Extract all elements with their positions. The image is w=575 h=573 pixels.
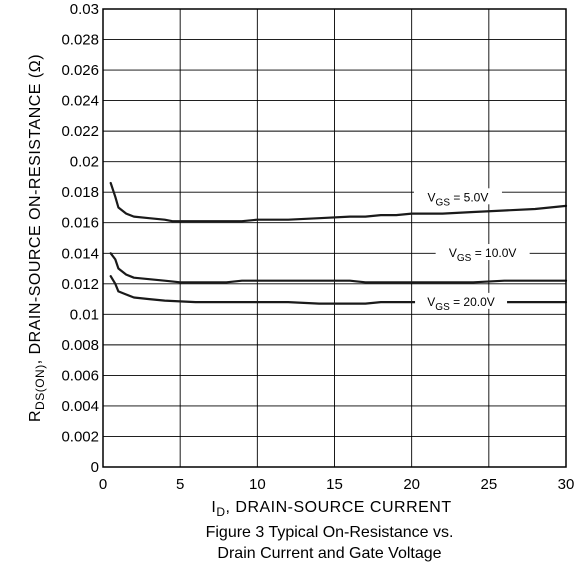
series-label-2: VGS = 10.0V xyxy=(449,246,517,264)
x-tick-label: 0 xyxy=(99,476,107,493)
y-tick-label: 0.008 xyxy=(61,337,99,354)
series-label-3: VGS = 20.0V xyxy=(427,295,495,313)
figure-caption-line-1: Figure 3 Typical On-Resistance vs. xyxy=(206,524,454,541)
y-tick-label: 0.012 xyxy=(61,276,99,293)
series-labels: VGS = 5.0V VGS = 10.0V VGS = 20.0V xyxy=(413,188,530,313)
x-tick-label: 20 xyxy=(403,476,420,493)
series-line-1 xyxy=(109,181,568,223)
y-axis-label: RDS(ON), DRAIN-SOURCE ON-RESISTANCE (Ω) xyxy=(27,54,47,422)
x-axis-label-main: I xyxy=(211,499,216,516)
y-tick-label: 0.026 xyxy=(61,62,99,79)
y-tick-label: 0.024 xyxy=(61,93,99,110)
series-line-2 xyxy=(109,252,568,284)
series-lines xyxy=(109,181,568,305)
y-tick-label: 0.022 xyxy=(61,123,99,140)
figure-caption-line-2: Drain Current and Gate Voltage xyxy=(217,545,441,562)
grid xyxy=(103,9,566,467)
series-label-1: VGS = 5.0V xyxy=(428,190,489,208)
y-tick-label: 0.002 xyxy=(61,428,99,445)
series-label-background xyxy=(435,244,530,261)
x-axis-label-sub: D xyxy=(216,505,225,519)
y-tick-label: 0 xyxy=(91,459,99,476)
x-tick-label: 30 xyxy=(558,476,575,493)
y-axis-label-main: R xyxy=(27,410,44,422)
y-tick-label: 0.004 xyxy=(61,398,99,415)
y-tick-label: 0.014 xyxy=(61,245,99,262)
y-tick-label: 0.01 xyxy=(70,306,99,323)
y-tick-label: 0.018 xyxy=(61,184,99,201)
y-tick-label: 0.03 xyxy=(70,1,99,18)
y-tick-label: 0.016 xyxy=(61,215,99,232)
series-line-3 xyxy=(109,275,568,305)
y-tick-labels: 0 0.002 0.004 0.006 0.008 0.01 0.012 0.014 0.016… xyxy=(61,1,99,476)
series-label-background xyxy=(415,292,508,309)
plot-frame xyxy=(102,8,567,468)
y-tick-label: 0.006 xyxy=(61,367,99,384)
x-axis-label-rest: , DRAIN-SOURCE CURRENT xyxy=(226,499,452,516)
x-tick-label: 25 xyxy=(480,476,497,493)
y-axis-label-sub: DS(ON) xyxy=(33,364,47,410)
x-tick-label: 15 xyxy=(326,476,343,493)
series-label-background xyxy=(413,188,502,205)
x-tick-label: 5 xyxy=(176,476,184,493)
y-tick-label: 0.028 xyxy=(61,32,99,49)
y-tick-label: 0.02 xyxy=(70,154,99,171)
x-tick-labels: 0 5 10 15 20 25 30 xyxy=(99,476,575,493)
x-axis-label: ID, DRAIN-SOURCE CURRENT xyxy=(211,499,451,519)
y-axis-label-rest: , DRAIN-SOURCE ON-RESISTANCE (Ω) xyxy=(27,54,44,364)
x-tick-label: 10 xyxy=(249,476,266,493)
